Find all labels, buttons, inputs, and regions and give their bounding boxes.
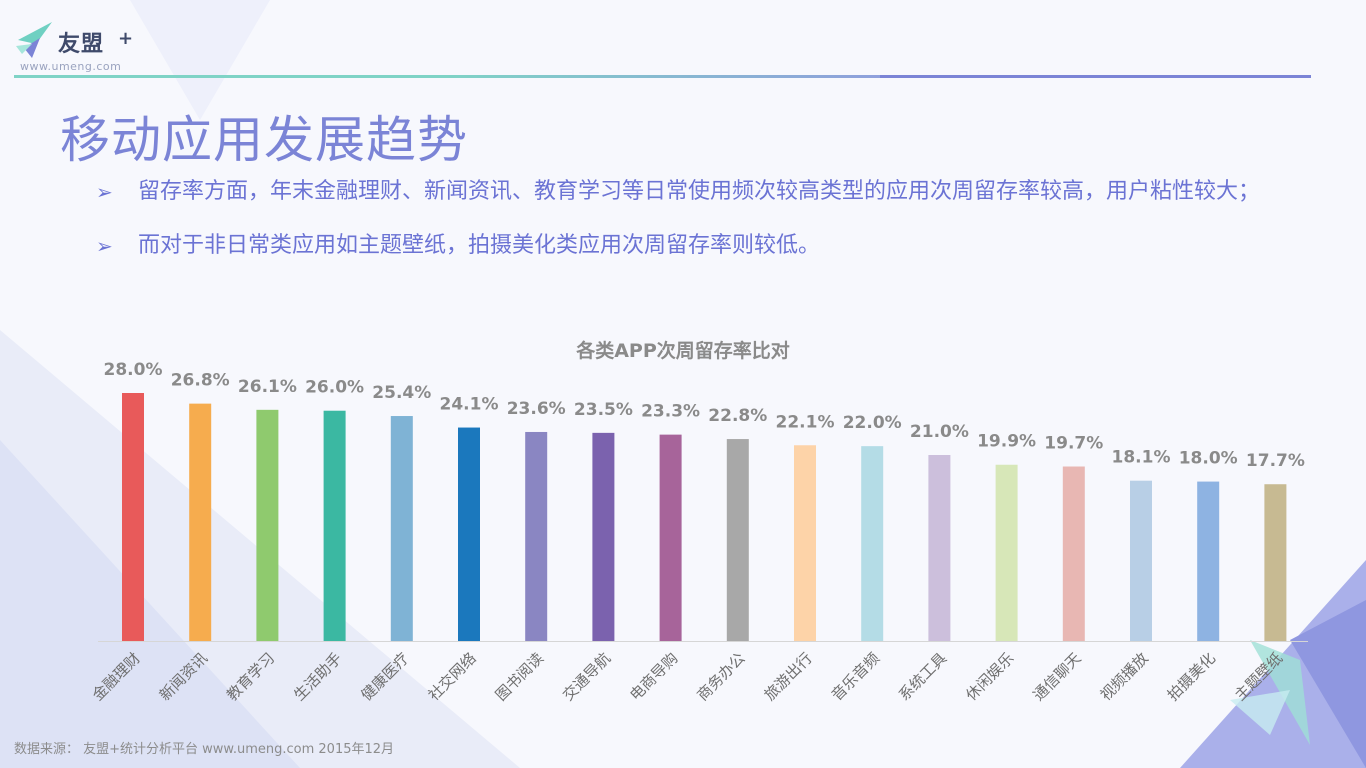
logo-plus: + — [118, 28, 134, 49]
logo — [14, 18, 164, 78]
bullet-item: ➢ 留存率方面，年末金融理财、新闻资讯、教育学习等日常使用频次较高类型的应用次周… — [96, 173, 1326, 211]
arrow-bullet-icon: ➢ — [96, 180, 113, 204]
bar-value-label: 22.0% — [843, 413, 902, 433]
bar-value-label: 24.1% — [440, 395, 499, 415]
bar — [323, 410, 346, 641]
category-tick-label: 电商导购 — [626, 649, 681, 704]
category-tick-label: 通信聊天 — [1029, 649, 1084, 704]
category-tick-label: 健康医疗 — [357, 649, 412, 704]
bar-value-label: 22.8% — [708, 406, 767, 426]
bar-value-label: 26.8% — [171, 371, 230, 391]
logo-url: www.umeng.com — [20, 60, 122, 73]
chart-title: 各类APP次周留存率比对 — [576, 340, 790, 362]
bar-value-label: 26.1% — [238, 377, 297, 397]
category-tick-label: 主题壁纸 — [1231, 649, 1286, 704]
category-tick-label: 视频播放 — [1097, 649, 1152, 704]
umeng-bird-icon — [16, 22, 52, 58]
category-tick-label: 商务办公 — [693, 649, 748, 704]
category-tick-label: 拍摄美化 — [1164, 649, 1219, 704]
bar-value-label: 19.7% — [1044, 434, 1103, 454]
bar-value-label: 18.1% — [1112, 448, 1171, 468]
header-rule-left — [14, 75, 446, 78]
bullet-text: 而对于非日常类应用如主题壁纸，拍摄美化类应用次周留存率则较低。 — [138, 233, 821, 258]
bar-value-label: 23.6% — [507, 399, 566, 419]
bar — [390, 416, 413, 641]
bar — [122, 393, 144, 641]
bullet-list: ➢ 留存率方面，年末金融理财、新闻资讯、教育学习等日常使用频次较高类型的应用次周… — [96, 173, 1326, 281]
bar — [928, 455, 951, 641]
bar — [659, 434, 682, 641]
bar-value-label: 23.3% — [641, 402, 700, 422]
bar-value-label: 25.4% — [372, 383, 431, 403]
category-tick-label: 教育学习 — [223, 649, 278, 704]
logo-text: 友盟 — [58, 32, 105, 57]
bar-value-label: 28.0% — [104, 360, 163, 380]
bar-value-label: 23.5% — [574, 400, 633, 420]
arrow-bullet-icon: ➢ — [96, 234, 113, 258]
bar — [1197, 481, 1220, 641]
bar — [189, 403, 212, 641]
category-tick-label: 社交网络 — [425, 649, 480, 704]
category-tick-label: 休闲娱乐 — [962, 649, 1017, 704]
data-source: 数据来源： 友盟+统计分析平台 www.umeng.com 2015年12月 — [14, 742, 395, 757]
bar-value-label: 19.9% — [977, 432, 1036, 452]
bar — [861, 446, 884, 641]
bar-value-label: 22.1% — [776, 412, 835, 432]
category-tick-label: 交通导航 — [559, 649, 614, 704]
header-rule-mid — [446, 75, 880, 78]
bar — [794, 445, 816, 641]
bar — [525, 431, 548, 641]
bar-value-label: 21.0% — [910, 422, 969, 442]
bar — [256, 409, 279, 641]
bar — [726, 439, 749, 641]
bar — [1264, 484, 1287, 641]
category-tick-label: 新闻资讯 — [156, 649, 211, 704]
bar — [592, 432, 615, 641]
category-tick-label: 图书阅读 — [492, 649, 547, 704]
bar-value-label: 17.7% — [1246, 451, 1305, 471]
bar — [995, 464, 1018, 641]
page-title: 移动应用发展趋势 — [60, 111, 468, 169]
bar — [1130, 480, 1152, 641]
bullet-item: ➢ 而对于非日常类应用如主题壁纸，拍摄美化类应用次周留存率则较低。 — [96, 227, 1326, 265]
category-tick-label: 旅游出行 — [761, 649, 816, 704]
bar — [458, 427, 480, 641]
header-rule-right — [880, 75, 1311, 78]
bar-value-label: 18.0% — [1179, 449, 1238, 469]
category-tick-label: 金融理财 — [89, 649, 144, 704]
bar — [1062, 466, 1085, 641]
category-tick-label: 系统工具 — [895, 649, 950, 704]
category-tick-label: 生活助手 — [290, 649, 345, 704]
bar-value-label: 26.0% — [305, 378, 364, 398]
category-tick-label: 音乐音频 — [828, 649, 883, 704]
bullet-text: 留存率方面，年末金融理财、新闻资讯、教育学习等日常使用频次较高类型的应用次周留存… — [138, 179, 1261, 204]
